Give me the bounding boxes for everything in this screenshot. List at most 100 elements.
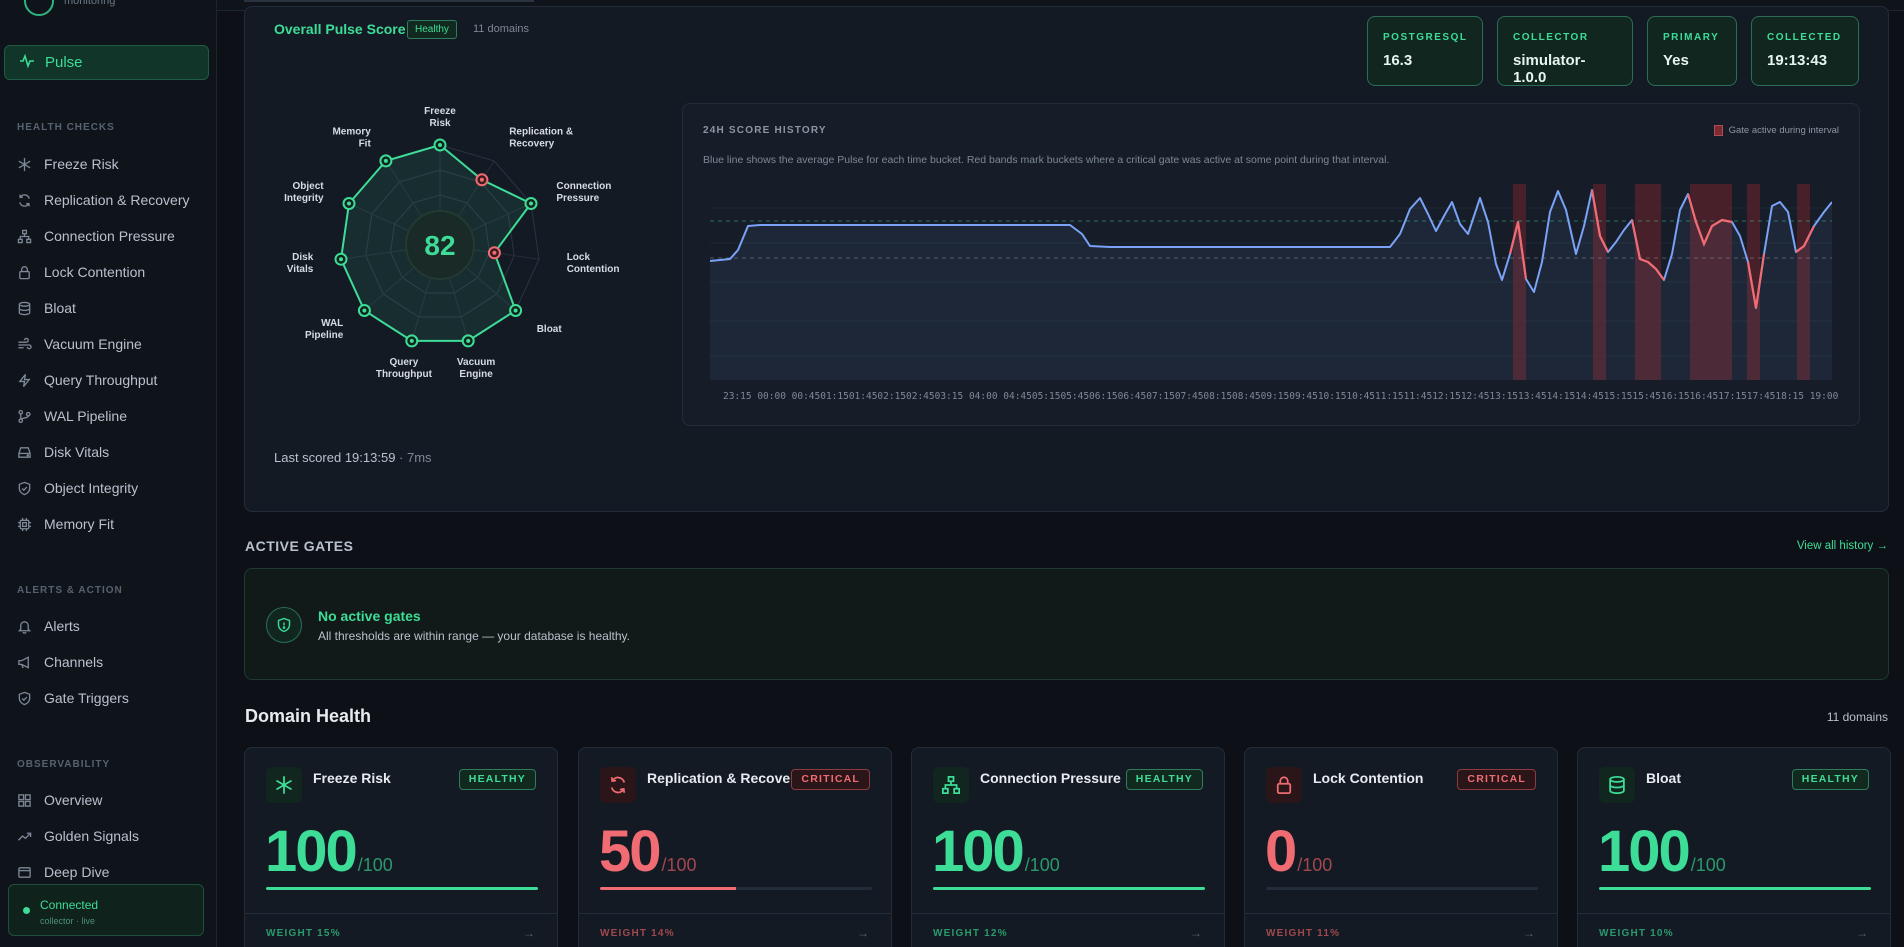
sidebar-item-label: Alerts: [44, 618, 80, 634]
domain-score-bar-fill: [600, 887, 736, 890]
domain-card-bloat[interactable]: Bloat HEALTHY 100/100 WEIGHT 10% →: [1577, 747, 1891, 947]
sidebar-item-pulse[interactable]: Pulse: [4, 45, 209, 80]
bolt-icon: [17, 373, 32, 388]
no-gates-subtitle: All thresholds are within range — your d…: [318, 629, 630, 643]
domain-card-connection-pressure[interactable]: Connection Pressure HEALTHY 100/100 WEIGHT …: [911, 747, 1225, 947]
domain-card-freeze-risk[interactable]: Freeze Risk HEALTHY 100/100 WEIGHT 15% →: [244, 747, 558, 947]
sidebar-item-alerts[interactable]: Alerts: [17, 612, 80, 640]
domain-name: Replication & Recovery: [647, 770, 804, 786]
domain-name: Lock Contention: [1313, 770, 1424, 786]
history-legend: Gate active during interval: [1713, 125, 1839, 136]
database-icon: [1599, 767, 1635, 803]
radar-axis-label: Query Throughput: [376, 357, 433, 380]
sidebar-item-golden-signals[interactable]: Golden Signals: [17, 822, 139, 850]
domain-score-denominator: /100: [357, 855, 393, 875]
sidebar-item-object-integrity[interactable]: Object Integrity: [17, 474, 138, 502]
sidebar-item-lock-contention[interactable]: Lock Contention: [17, 258, 145, 286]
sidebar-item-label: Pulse: [45, 54, 83, 71]
arrow-right-icon[interactable]: →: [523, 926, 535, 940]
arrow-right-icon[interactable]: →: [1523, 926, 1535, 940]
database-icon: [17, 301, 32, 316]
divider: [245, 913, 557, 914]
arrow-right-icon[interactable]: →: [1190, 926, 1202, 940]
history-line-critical: [1508, 221, 1528, 280]
history-time-axis: 23:15 00:00 00:4501:1501:4502:1502:4503:…: [723, 391, 1839, 402]
section-health-checks: HEALTH CHECKS: [17, 122, 115, 133]
sidebar-item-replication-recovery[interactable]: Replication & Recovery: [17, 186, 190, 214]
sidebar-item-label: Gate Triggers: [44, 690, 129, 706]
brand[interactable]: monitoring: [24, 0, 115, 16]
status-badge: HEALTHY: [1125, 769, 1203, 790]
no-gates-title: No active gates: [318, 608, 421, 624]
sidebar-item-query-throughput[interactable]: Query Throughput: [17, 366, 157, 394]
legend-swatch: [1713, 125, 1723, 136]
radar-grid-ring: [365, 169, 515, 318]
logo-icon: [24, 0, 54, 16]
pulse-domains-count: 11 domains: [473, 23, 530, 35]
connection-status[interactable]: Connected collector · live: [8, 884, 204, 936]
divider: [912, 913, 1224, 914]
sidebar-item-freeze-risk[interactable]: Freeze Risk: [17, 150, 119, 178]
refresh-icon: [600, 767, 636, 803]
sidebar-item-overview[interactable]: Overview: [17, 786, 102, 814]
sidebar-item-label: Bloat: [44, 300, 76, 316]
radar-point-dot: [466, 338, 471, 343]
sidebar-item-wal-pipeline[interactable]: WAL Pipeline: [17, 402, 127, 430]
score-history-chart: [710, 184, 1832, 380]
sidebar-item-memory-fit[interactable]: Memory Fit: [17, 510, 114, 538]
meta-postgresql: POSTGRESQL 16.3: [1367, 16, 1483, 86]
gate-active-band: [1690, 184, 1732, 380]
sidebar-item-gate-triggers[interactable]: Gate Triggers: [17, 684, 129, 712]
meta-label: POSTGRESQL: [1383, 32, 1468, 43]
meta-value: 19:13:43: [1767, 52, 1828, 69]
sidebar-item-label: Overview: [44, 792, 103, 808]
arrow-right-icon[interactable]: →: [1856, 926, 1868, 940]
radar-point-dot: [513, 308, 518, 313]
sidebar: monitoring Pulse HEALTH CHECKS Freeze Ri…: [0, 0, 217, 947]
radar-axis-label: Connection Pressure: [556, 181, 611, 204]
top-bar-tab: [244, 0, 534, 2]
history-line-critical: [1630, 219, 1665, 281]
domain-score: 100/100: [932, 818, 1060, 885]
snowflake-icon: [266, 767, 302, 803]
sidebar-item-label: Query Throughput: [44, 372, 158, 388]
domain-score: 50/100: [599, 818, 697, 885]
window-icon: [17, 865, 32, 880]
sidebar-item-label: Vacuum Engine: [44, 336, 142, 352]
meta-primary: PRIMARY Yes: [1647, 16, 1737, 86]
meta-value: simulator-1.0.0: [1513, 52, 1586, 86]
meta-collected: COLLECTED 19:13:43: [1751, 16, 1859, 86]
arrow-right-icon[interactable]: →: [857, 926, 869, 940]
sidebar-item-deep-dive[interactable]: Deep Dive: [17, 858, 109, 886]
domain-card-lock-contention[interactable]: Lock Contention CRITICAL 0/100 WEIGHT 11% →: [1244, 747, 1558, 947]
connection-title: Connected: [40, 898, 99, 912]
domain-card-replication-recovery[interactable]: Replication & Recovery CRITICAL 50/100 WEIG…: [578, 747, 892, 947]
domain-score-bar: [600, 887, 872, 890]
lock-icon: [1266, 767, 1302, 803]
meta-value: Yes: [1663, 52, 1689, 69]
radar-point-dot: [347, 201, 351, 206]
megaphone-icon: [17, 655, 32, 670]
sidebar-item-label: Replication & Recovery: [44, 192, 190, 208]
divider: [1578, 913, 1890, 914]
domain-score: 100/100: [1598, 818, 1726, 885]
sidebar-item-bloat[interactable]: Bloat: [17, 294, 76, 322]
sidebar-item-connection-pressure[interactable]: Connection Pressure: [17, 222, 175, 250]
domain-weight: WEIGHT 14%: [600, 928, 675, 939]
sidebar-item-disk-vitals[interactable]: Disk Vitals: [17, 438, 109, 466]
status-badge: CRITICAL: [791, 769, 870, 790]
view-all-history-link[interactable]: View all history →: [1796, 540, 1888, 552]
sidebar-item-vacuum-engine[interactable]: Vacuum Engine: [17, 330, 142, 358]
domain-name: Freeze Risk: [313, 770, 391, 786]
domain-health-count: 11 domains: [1826, 710, 1888, 724]
meta-collector: COLLECTOR simulator-1.0.0: [1497, 16, 1633, 86]
sidebar-item-label: Deep Dive: [44, 864, 110, 880]
trend-icon: [17, 829, 32, 844]
pulse-radar-chart: 82 Freeze Risk Replication & Recovery Connect…: [284, 106, 620, 380]
sidebar-item-channels[interactable]: Channels: [17, 648, 103, 676]
radar-axis-label: Object Integrity: [284, 181, 324, 204]
radar-point-dot: [339, 257, 343, 262]
sidebar-item-label: Channels: [44, 654, 104, 670]
domain-score-denominator: /100: [1297, 855, 1333, 875]
radar-axis-label: Lock Contention: [567, 252, 620, 275]
